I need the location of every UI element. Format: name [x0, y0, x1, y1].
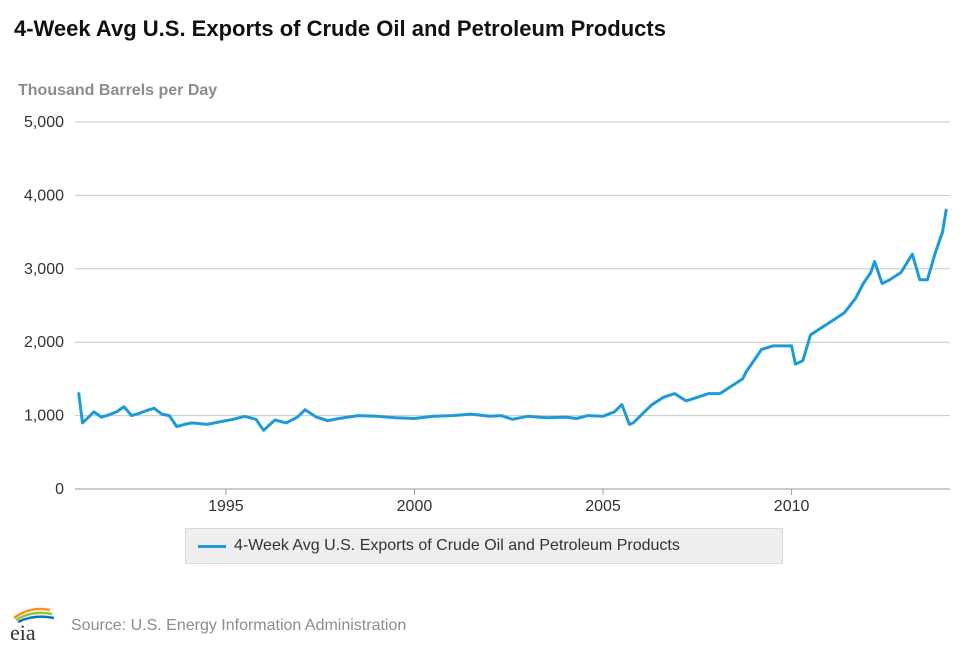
x-tick-label: 1995 — [208, 498, 244, 515]
legend-swatch — [198, 544, 226, 548]
y-tick-label: 4,000 — [24, 187, 64, 204]
source-note: Source: U.S. Energy Information Administ… — [71, 617, 407, 634]
legend[interactable]: 4-Week Avg U.S. Exports of Crude Oil and… — [185, 528, 783, 564]
y-tick-label: 2,000 — [24, 334, 64, 351]
chart-title: 4-Week Avg U.S. Exports of Crude Oil and… — [14, 16, 666, 41]
series-line — [77, 208, 948, 432]
x-tick-label: 2005 — [585, 498, 621, 515]
eia-logo-icon: eia — [10, 607, 55, 644]
y-axis-units-label: Thousand Barrels per Day — [18, 82, 218, 99]
y-tick-label: 3,000 — [24, 261, 64, 278]
y-tick-label: 1,000 — [24, 408, 64, 425]
legend-label: 4-Week Avg U.S. Exports of Crude Oil and… — [234, 537, 680, 554]
svg-text:eia: eia — [10, 620, 36, 644]
x-tick-label: 2010 — [774, 498, 810, 515]
x-tick-label: 2000 — [397, 498, 433, 515]
y-tick-label: 0 — [55, 481, 64, 498]
footer: eia Source: U.S. Energy Information Admi… — [0, 596, 970, 646]
y-tick-label: 5,000 — [24, 114, 64, 131]
